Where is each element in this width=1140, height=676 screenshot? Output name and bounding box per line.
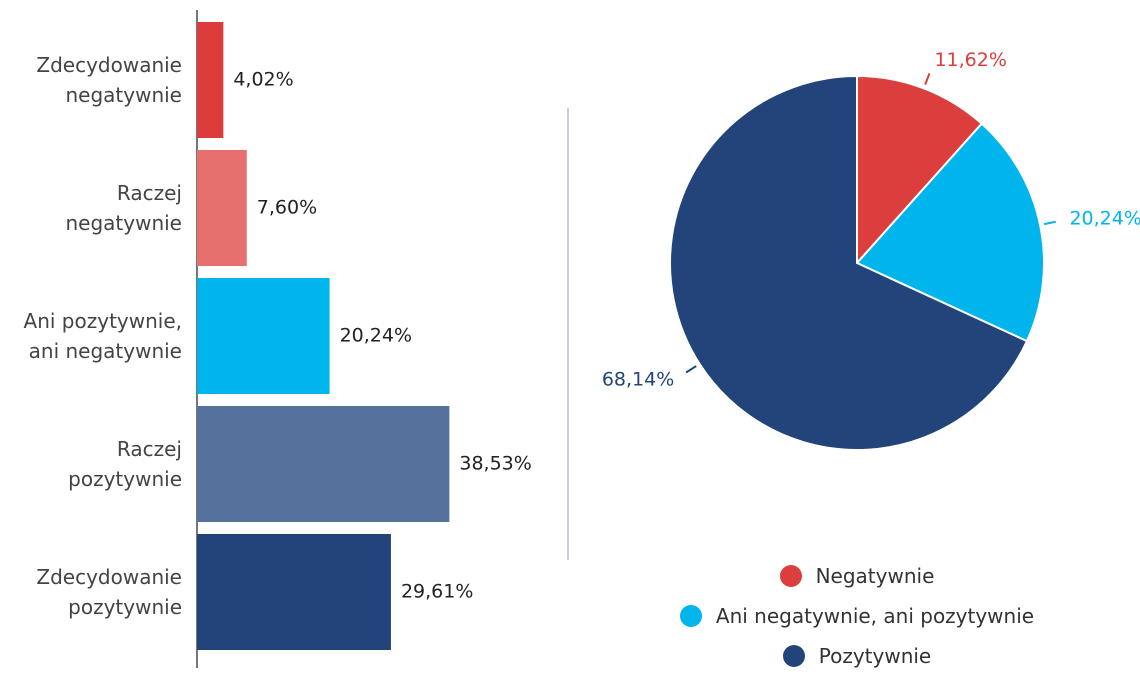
data-label: 38,53%: [459, 453, 531, 475]
bar: [197, 22, 224, 138]
legend-swatch: [782, 645, 805, 667]
pie-slice: [856, 74, 984, 266]
bar: [197, 278, 330, 394]
legend-item: Pozytywnie: [782, 636, 932, 676]
pie-slice: [855, 122, 1045, 343]
legend-label: Ani negatywnie, ani pozytywnie: [715, 604, 1035, 628]
category-label: Raczej pozytywnie: [68, 437, 182, 491]
leader-line: [685, 365, 697, 374]
legend-item: Negatywnie: [779, 556, 935, 596]
pie-slice: [669, 74, 1029, 451]
category-label: Zdecydowanie negatywnie: [36, 53, 182, 107]
data-label: 68,14%: [602, 369, 674, 391]
legend-label: Negatywnie: [815, 564, 935, 588]
leader-line: [924, 73, 931, 85]
data-label: 29,61%: [401, 581, 473, 603]
legend-item: Ani negatywnie, ani pozytywnie: [679, 596, 1035, 636]
data-label: 20,24%: [1069, 207, 1140, 229]
category-label: Raczej negatywnie: [65, 181, 182, 235]
bar: [197, 534, 391, 650]
legend-swatch: [779, 565, 802, 587]
bar: [197, 150, 247, 266]
legend: Negatywnie Ani negatywnie, ani pozytywnie…: [570, 556, 1140, 676]
data-label: 4,02%: [233, 69, 293, 91]
category-label: Ani pozytywnie, ani negatywnie: [23, 309, 182, 363]
data-label: 20,24%: [340, 325, 412, 347]
legend-swatch: [679, 605, 702, 627]
bar: [197, 406, 450, 522]
leader-line: [1043, 220, 1056, 226]
category-label: Zdecydowanie pozytywnie: [36, 565, 182, 619]
legend-label: Pozytywnie: [818, 644, 932, 668]
data-label: 7,60%: [257, 197, 317, 219]
data-label: 11,62%: [934, 49, 1006, 71]
